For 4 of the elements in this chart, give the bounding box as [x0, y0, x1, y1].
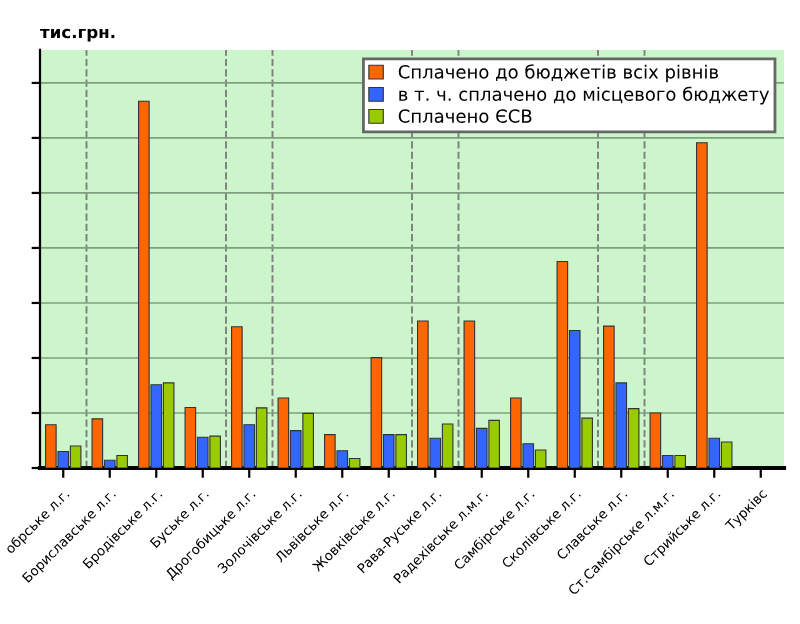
legend-label: Сплачено ЄСВ [398, 109, 532, 123]
legend-label: в т. ч. сплачено до місцевого бюджету [399, 86, 770, 105]
legend-label: Сплачено до бюджетів всіх рівнів [398, 64, 719, 83]
y-axis-title: тис.грн. [40, 28, 115, 42]
